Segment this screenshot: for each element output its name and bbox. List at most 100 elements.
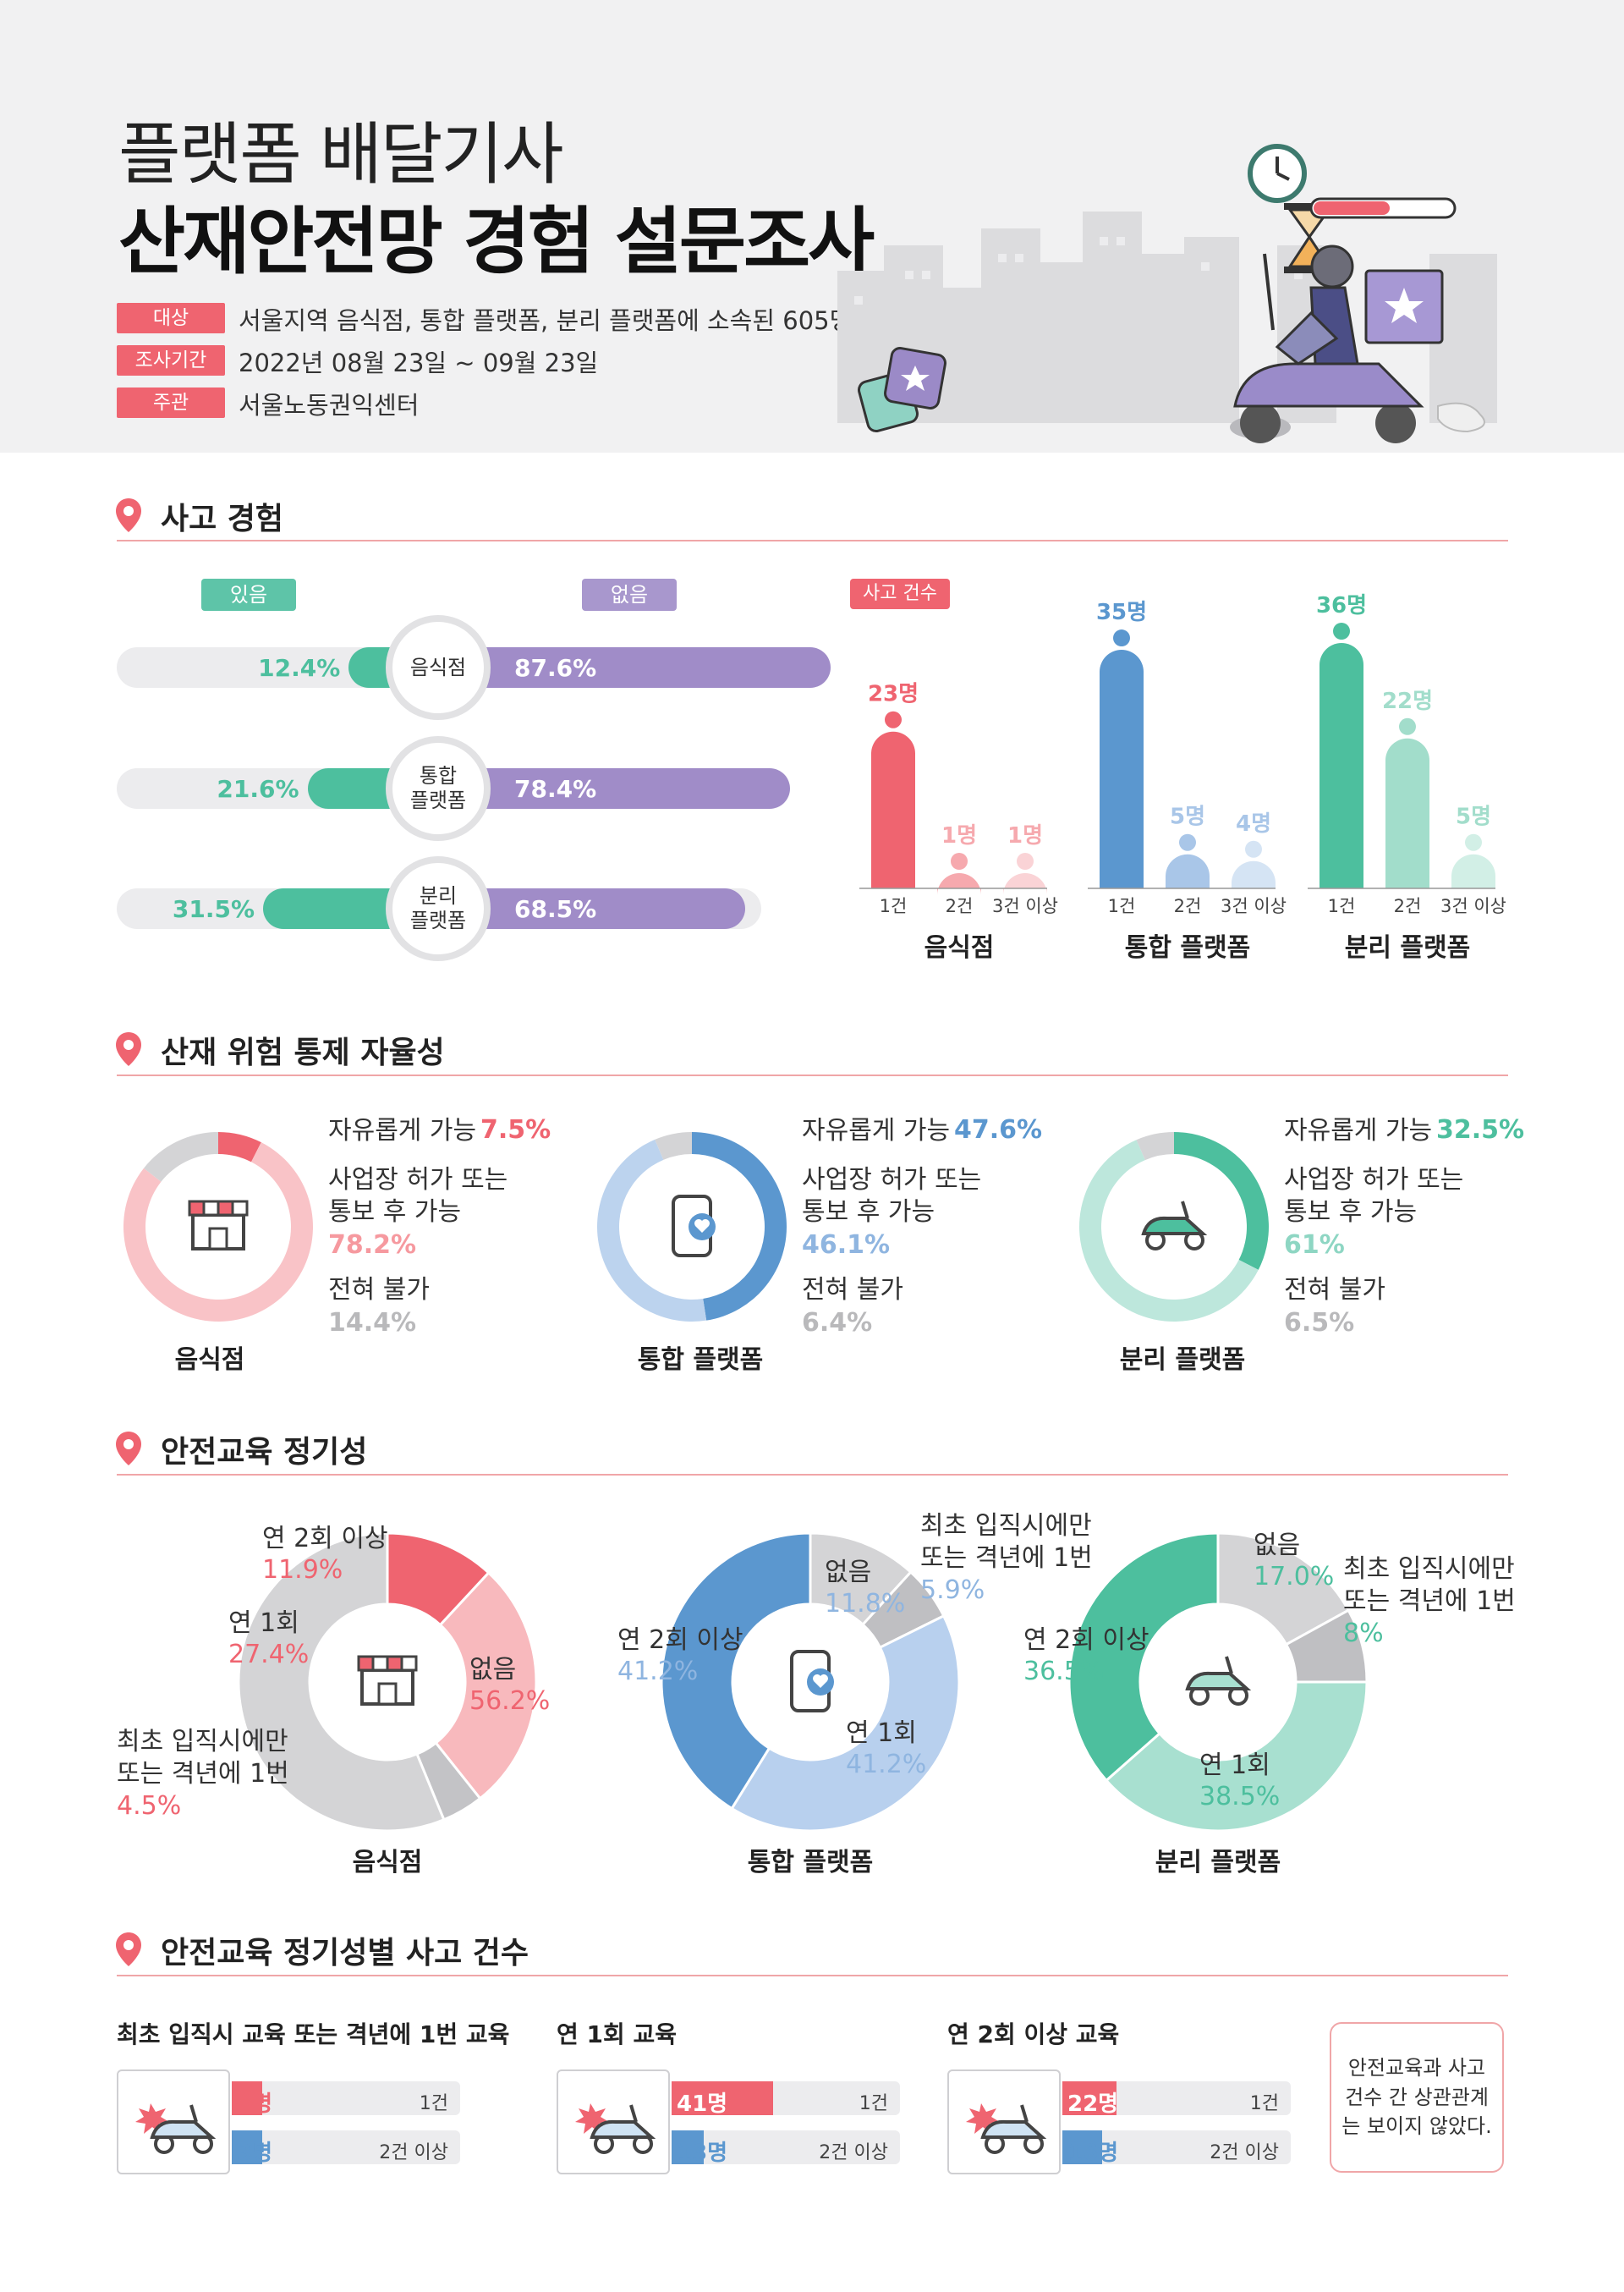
autonomy-group-name: 분리 플랫폼 bbox=[1119, 1345, 1246, 1375]
training-accident-group-name: 연 1회 교육 bbox=[557, 2020, 678, 2048]
training-slice-name: 최초 입직시에만 또는 격년에 1번 bbox=[117, 1727, 289, 1789]
training-accident-track bbox=[232, 2130, 460, 2164]
autonomy-slice-free bbox=[218, 1132, 261, 1162]
autonomy-permit-value: 61% bbox=[1284, 1230, 1345, 1260]
training-slice-label: 없음 17.0% bbox=[1254, 1530, 1334, 1591]
crash-scooter-glyph bbox=[966, 2103, 1047, 2154]
phone-heart-icon bbox=[790, 1650, 834, 1712]
autonomy-never-value: 14.4% bbox=[328, 1308, 417, 1338]
training-slice-label: 연 1회 27.4% bbox=[228, 1608, 309, 1669]
training-slice-name: 연 1회 bbox=[1199, 1751, 1270, 1780]
autonomy-free-value: 32.5% bbox=[1436, 1115, 1525, 1145]
training-slice bbox=[1104, 1680, 1369, 1833]
section3-rule bbox=[117, 1474, 1508, 1476]
training-slice-label: 최초 입직시에만 또는 격년에 1번 4.5% bbox=[117, 1726, 311, 1821]
accident-count-axis-label: 2건 bbox=[946, 896, 974, 916]
crash-scooter-icon bbox=[557, 2069, 670, 2174]
training-group-name: 음식점 bbox=[352, 1848, 423, 1877]
training-accident-axis-label: 1건 bbox=[419, 2093, 448, 2114]
autonomy-free-value: 7.5% bbox=[480, 1115, 551, 1145]
accident-count-dot bbox=[1245, 840, 1262, 858]
accident-count-bar bbox=[1385, 738, 1429, 888]
autonomy-slice-free bbox=[1174, 1132, 1269, 1270]
training-donut bbox=[1067, 1531, 1369, 1833]
crash-scooter-glyph bbox=[135, 2103, 217, 2154]
meta-tag-target: 대상 bbox=[117, 303, 225, 333]
training-slice-name: 연 2회 이상 bbox=[1023, 1625, 1149, 1655]
clock-icon bbox=[1248, 144, 1307, 203]
section3-title: 안전교육 정기성 bbox=[161, 1435, 368, 1470]
accident-count-bar bbox=[1451, 854, 1495, 888]
autonomy-free-label: 자유롭게 가능 bbox=[328, 1116, 477, 1146]
crash-scooter-icon bbox=[947, 2069, 1061, 2174]
autonomy-free-label: 자유롭게 가능 bbox=[1284, 1116, 1433, 1146]
title-line2: 산재안전망 경험 설문조사 bbox=[118, 200, 875, 284]
accident-count-tag: 사고 건수 bbox=[850, 579, 950, 609]
training-accident-bar bbox=[1062, 2130, 1102, 2164]
meta-value-host: 서울노동권익센터 bbox=[239, 391, 420, 420]
accident-count-label: 36명 bbox=[1316, 593, 1367, 618]
autonomy-permit-label: 사업장 허가 또는 통보 후 가능 bbox=[802, 1165, 982, 1228]
autonomy-donut bbox=[1079, 1132, 1269, 1322]
accident-count-group-name: 분리 플랫폼 bbox=[1345, 933, 1470, 963]
accident-count-dot bbox=[1399, 717, 1416, 735]
accident-count-axis-label: 1건 bbox=[880, 896, 908, 916]
title-line1: 플랫폼 배달기사 bbox=[118, 115, 564, 194]
training-slice-name: 연 1회 bbox=[846, 1718, 917, 1748]
accident-count-label: 4명 bbox=[1236, 811, 1271, 837]
section2-pin-icon bbox=[116, 1032, 141, 1066]
autonomy-group-name: 통합 플랫폼 bbox=[637, 1345, 764, 1375]
training-accident-count: 16명 bbox=[1067, 2141, 1119, 2166]
autonomy-free-label: 자유롭게 가능 bbox=[802, 1116, 951, 1146]
accident-count-dot bbox=[1333, 623, 1350, 640]
training-slice-pct: 41.2% bbox=[846, 1750, 927, 1780]
accident-count-dot bbox=[1017, 853, 1034, 870]
experience-no-bar bbox=[438, 768, 790, 809]
autonomy-permit-label: 사업장 허가 또는 통보 후 가능 bbox=[328, 1165, 508, 1228]
training-slice-name: 최초 입직시에만 또는 격년에 1번 bbox=[1343, 1554, 1516, 1617]
section2-title: 산재 위험 통제 자율성 bbox=[161, 1036, 445, 1070]
training-accident-bar bbox=[672, 2130, 705, 2164]
section1-rule bbox=[117, 540, 1508, 541]
training-accident-track bbox=[232, 2081, 460, 2115]
training-accident-count: 13명 bbox=[677, 2141, 728, 2166]
autonomy-donut bbox=[123, 1132, 313, 1322]
experience-no-pct: 78.4% bbox=[514, 775, 597, 803]
accident-count-axis-label: 3건 이상 bbox=[992, 896, 1058, 916]
accident-count-group-name: 음식점 bbox=[924, 933, 995, 963]
training-slice-pct: 38.5% bbox=[1199, 1782, 1281, 1812]
training-accident-group-name: 최초 입직시 교육 또는 격년에 1번 교육 bbox=[117, 2020, 510, 2048]
accident-count-label: 5명 bbox=[1170, 805, 1205, 830]
autonomy-never-label: 전혀 불가 bbox=[1284, 1275, 1385, 1305]
accident-count-group-name: 통합 플랫폼 bbox=[1125, 933, 1250, 963]
training-accident-bar bbox=[1062, 2081, 1117, 2115]
training-accident-track bbox=[672, 2130, 900, 2164]
training-donut bbox=[660, 1531, 961, 1833]
training-donut bbox=[237, 1531, 538, 1833]
training-slice bbox=[660, 1531, 812, 1811]
crash-scooter-icon bbox=[117, 2069, 230, 2174]
experience-group-badge: 통합 플랫폼 bbox=[386, 736, 491, 841]
training-accident-axis-label: 1건 bbox=[859, 2093, 888, 2114]
autonomy-permit-label: 사업장 허가 또는 통보 후 가능 bbox=[1284, 1165, 1464, 1228]
yes-tag: 있음 bbox=[201, 579, 296, 611]
training-slice-label: 연 2회 이상 36.5% bbox=[1023, 1624, 1149, 1686]
experience-no-bar bbox=[438, 647, 831, 688]
meta-tag-host: 주관 bbox=[117, 387, 225, 418]
training-slice bbox=[1216, 1531, 1351, 1646]
crash-scooter-glyph bbox=[575, 2103, 656, 2154]
training-slice-name: 최초 입직시에만 또는 격년에 1번 bbox=[920, 1511, 1093, 1574]
training-group-name: 통합 플랫폼 bbox=[747, 1848, 874, 1877]
autonomy-slice-permit bbox=[596, 1139, 707, 1322]
training-slice bbox=[237, 1531, 446, 1833]
experience-yes-pct: 31.5% bbox=[172, 895, 255, 923]
experience-yes-pct: 12.4% bbox=[258, 654, 341, 682]
training-slice-pct: 4.5% bbox=[117, 1790, 182, 1821]
autonomy-never-label: 전혀 불가 bbox=[802, 1275, 903, 1305]
scooter-icon bbox=[1141, 1201, 1208, 1250]
conclusion-note: 안전교육과 사고건수 간 상관관계는 보이지 않았다. bbox=[1330, 2022, 1504, 2173]
training-slice-name: 없음 bbox=[1254, 1531, 1301, 1560]
training-slice-pct: 11.8% bbox=[825, 1589, 906, 1619]
accident-count-label: 22명 bbox=[1382, 689, 1433, 714]
